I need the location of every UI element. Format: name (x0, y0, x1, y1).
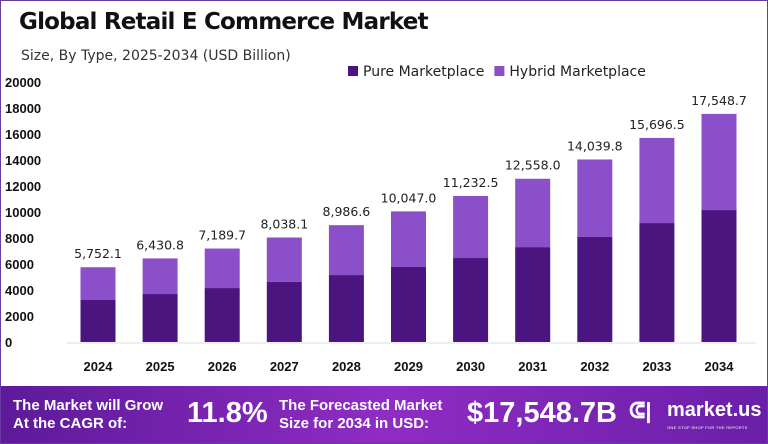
x-tick-label: 2028 (332, 359, 361, 374)
logo: market.us (667, 399, 762, 421)
y-tick-label: 16000 (5, 127, 41, 142)
y-tick-label: 12000 (5, 179, 41, 194)
bar-hybrid-2025 (142, 258, 178, 295)
bar-pure-2026 (204, 288, 240, 342)
data-label: 8,038.1 (260, 217, 308, 232)
data-label: 7,189.7 (198, 228, 246, 243)
x-tick-label: 2033 (642, 359, 671, 374)
bar-pure-2028 (328, 275, 364, 342)
bar-pure-2032 (577, 236, 613, 342)
bar-hybrid-2029 (391, 211, 426, 267)
bar-pure-2033 (639, 223, 675, 342)
x-tick-label: 2031 (518, 359, 547, 374)
bar-hybrid-2026 (204, 248, 240, 289)
data-label: 5,752.1 (74, 246, 122, 261)
x-tick-label: 2029 (394, 359, 423, 374)
bar-pure-2030 (453, 258, 489, 342)
legend-label: Hybrid Marketplace (509, 64, 645, 80)
bar-hybrid-2033 (639, 137, 675, 224)
data-label: 8,986.6 (323, 204, 371, 219)
bar-hybrid-2024 (80, 267, 116, 301)
bar-hybrid-2027 (266, 237, 302, 282)
logo-tagline: ONE STOP SHOP FOR THE REPORTS (667, 425, 748, 430)
data-label: 6,430.8 (136, 237, 184, 252)
cagr-label: The Market will Grow At the CAGR of: (13, 397, 163, 433)
bar-pure-2024 (80, 300, 116, 342)
y-tick-label: 20000 (5, 75, 41, 90)
logo-icon: ᕳ| (629, 398, 652, 423)
bar-hybrid-2034 (701, 113, 737, 211)
data-label: 10,047.0 (381, 190, 437, 205)
bar-pure-2025 (142, 294, 178, 342)
bar-pure-2027 (266, 281, 302, 342)
x-tick-label: 2030 (456, 359, 485, 374)
bar-hybrid-2030 (453, 195, 489, 259)
footer-banner: The Market will Grow At the CAGR of: 11.… (1, 386, 767, 443)
y-tick-label: 0 (5, 335, 12, 350)
legend-swatch (494, 66, 505, 76)
y-tick-label: 10000 (5, 205, 41, 220)
data-label: 12,558.0 (505, 158, 561, 173)
data-label: 15,696.5 (629, 117, 685, 132)
bar-hybrid-2032 (577, 159, 613, 237)
forecast-value: $17,548.7B (467, 397, 617, 429)
y-tick-label: 6000 (5, 257, 34, 272)
forecast-label: The Forecasted Market Size for 2034 in U… (279, 397, 442, 433)
bar-chart: 0 2000 4000 6000 8000 10000 12000 14000 16000 180… (5, 64, 756, 374)
cagr-label-line1: The Market will Grow (13, 397, 164, 414)
cagr-label-line2: At the CAGR of: (13, 415, 128, 432)
y-tick-label: 4000 (5, 283, 34, 298)
x-tick-label: 2025 (146, 359, 175, 374)
y-tick-label: 8000 (5, 231, 34, 246)
data-label: 14,039.8 (567, 138, 623, 153)
data-label: 11,232.5 (443, 175, 499, 190)
x-tick-label: 2024 (84, 359, 114, 374)
data-label: 17,548.7 (691, 93, 747, 108)
bar-hybrid-2028 (328, 225, 364, 276)
x-tick-label: 2032 (580, 359, 609, 374)
cagr-value: 11.8% (187, 397, 268, 429)
x-tick-label: 2034 (705, 359, 735, 374)
y-tick-label: 2000 (5, 309, 34, 324)
y-tick-label: 18000 (5, 101, 41, 116)
bar-pure-2034 (701, 210, 737, 342)
chart-subtitle: Size, By Type, 2025-2034 (USD Billion) (21, 48, 291, 64)
x-tick-label: 2027 (270, 359, 299, 374)
forecast-label-line1: The Forecasted Market (279, 397, 443, 414)
legend-swatch (348, 66, 358, 76)
legend-label: Pure Marketplace (363, 64, 484, 80)
bar-hybrid-2031 (515, 178, 551, 248)
chart-title: Global Retail E Commerce Market (19, 9, 429, 35)
forecast-label-line2: Size for 2034 in USD: (279, 415, 430, 432)
x-tick-label: 2026 (208, 359, 237, 374)
bar-pure-2029 (391, 266, 426, 342)
y-tick-label: 14000 (5, 153, 41, 168)
bar-pure-2031 (515, 247, 551, 342)
